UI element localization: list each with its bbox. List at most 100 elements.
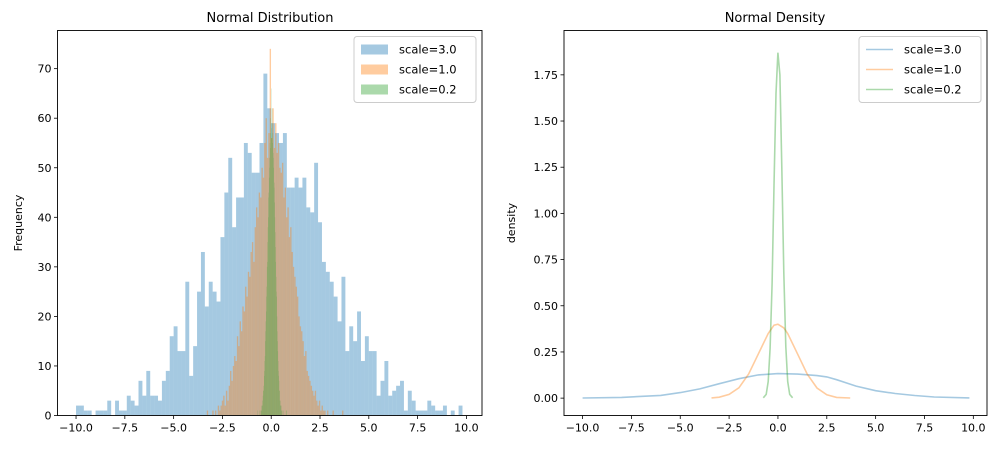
density-axes: Normal Density density −10.0−7.5−5.0−2.5… (505, 11, 987, 435)
y-tick-label: 60 (38, 112, 52, 125)
histogram-bar-scale=1.0 (222, 401, 223, 416)
histogram-bar-scale=1.0 (332, 411, 333, 416)
histogram-bar-scale=3.0 (154, 396, 158, 416)
histogram-bar-scale=3.0 (181, 351, 185, 415)
histogram-bar-scale=3.0 (388, 396, 392, 416)
histogram-bar-scale=1.0 (311, 386, 312, 416)
histogram-bar-scale=3.0 (146, 371, 150, 416)
histogram-bar-scale=1.0 (289, 237, 290, 415)
histogram-bar-scale=1.0 (308, 376, 309, 416)
histogram-bar-scale=3.0 (158, 401, 162, 416)
y-tick-label: 0.75 (534, 254, 559, 267)
x-tick-label: −7.5 (618, 422, 645, 435)
histogram-bar-scale=3.0 (185, 282, 189, 416)
histogram-bar-scale=1.0 (246, 297, 247, 416)
y-tick-label: 20 (38, 310, 52, 323)
density-ylabel: density (505, 202, 518, 243)
histogram-bar-scale=3.0 (345, 351, 349, 415)
histogram-bar-scale=1.0 (229, 386, 230, 416)
histogram-bar-scale=1.0 (307, 371, 308, 416)
histogram-bar-scale=1.0 (297, 297, 298, 416)
histogram-bar-scale=3.0 (142, 396, 146, 416)
histogram-bar-scale=3.0 (416, 411, 420, 416)
histogram-bar-scale=1.0 (279, 168, 280, 416)
histogram-bar-scale=1.0 (290, 227, 291, 415)
plot-area (583, 53, 970, 398)
histogram-bar-scale=1.0 (226, 391, 227, 416)
histogram-bar-scale=1.0 (212, 411, 213, 416)
y-tick-label: 70 (38, 63, 52, 76)
legend-swatch (361, 45, 388, 55)
y-tick-label: 50 (38, 162, 52, 175)
histogram-bar-scale=3.0 (377, 396, 381, 416)
histogram-bar-scale=1.0 (223, 396, 224, 416)
legend-label: scale=3.0 (904, 43, 962, 57)
histogram-bar-scale=1.0 (292, 252, 293, 416)
histogram-bar-scale=3.0 (439, 411, 443, 416)
legend-swatch (361, 65, 388, 75)
density-title: Normal Density (725, 11, 826, 26)
histogram-bar-scale=1.0 (283, 197, 284, 415)
x-tick-label: −10.0 (59, 422, 93, 435)
histogram-bar-scale=3.0 (341, 277, 345, 416)
density-line-scale=1.0 (712, 324, 851, 398)
histogram-bar-scale=3.0 (197, 292, 201, 416)
histogram-bar-scale=1.0 (327, 411, 328, 416)
histogram-bar-scale=1.0 (302, 341, 303, 415)
x-tick-label: 5.0 (867, 422, 885, 435)
x-tick-label: 7.5 (916, 422, 934, 435)
histogram-bar-scale=1.0 (263, 178, 264, 416)
histogram-bar-scale=1.0 (304, 356, 305, 415)
y-tick-label: 0.50 (534, 300, 559, 313)
histogram-bar-scale=3.0 (205, 306, 209, 415)
x-tick-label: 0.0 (262, 422, 280, 435)
histogram-bar-scale=1.0 (257, 217, 258, 415)
histogram-bar-scale=1.0 (237, 336, 238, 415)
histogram-bar-scale=1.0 (316, 401, 317, 416)
histogram-bar-scale=3.0 (119, 411, 123, 416)
histogram-bar-scale=1.0 (220, 406, 221, 416)
histogram-bar-scale=1.0 (296, 287, 297, 416)
histogram-bar-scale=1.0 (298, 316, 299, 415)
x-tick-label: 10.0 (961, 422, 986, 435)
histogram-bar-scale=1.0 (301, 331, 302, 415)
histogram-bar-scale=3.0 (314, 163, 318, 416)
histogram-bar-scale=1.0 (287, 207, 288, 415)
histogram-bar-scale=1.0 (309, 381, 310, 416)
x-tick-label: −5.0 (667, 422, 694, 435)
histogram-bar-scale=3.0 (115, 401, 119, 416)
histogram-bar-scale=3.0 (373, 351, 377, 415)
x-tick-label: −10.0 (566, 422, 600, 435)
x-tick-label: 2.5 (311, 422, 329, 435)
histogram-bar-scale=3.0 (107, 401, 111, 416)
histogram-bar-scale=1.0 (215, 411, 216, 416)
histogram-bar-scale=1.0 (322, 406, 323, 416)
histogram-bar-scale=3.0 (330, 282, 334, 416)
histogram-bar-scale=3.0 (310, 212, 314, 415)
histogram-bar-scale=1.0 (259, 193, 260, 416)
y-tick-label: 30 (38, 261, 52, 274)
histogram-bar-scale=3.0 (178, 351, 182, 415)
histogram-bar-scale=1.0 (342, 411, 343, 416)
histogram-bar-scale=1.0 (256, 207, 257, 415)
histogram-bar-scale=3.0 (220, 237, 224, 415)
histogram-bar-scale=3.0 (213, 292, 217, 416)
histogram-bar-scale=3.0 (123, 411, 127, 416)
histogram-bar-scale=3.0 (365, 336, 369, 415)
histogram-bar-scale=1.0 (261, 168, 262, 416)
histogram-bar-scale=1.0 (251, 252, 252, 416)
histogram-bar-scale=3.0 (334, 297, 338, 416)
y-tick-label: 0 (45, 410, 52, 423)
histogram-bar-scale=3.0 (357, 311, 361, 415)
histogram-title: Normal Distribution (206, 11, 333, 26)
histogram-bar-scale=3.0 (96, 411, 100, 416)
histogram-bar-scale=3.0 (392, 391, 396, 416)
histogram-bar-scale=1.0 (231, 381, 232, 416)
histogram-bar-scale=3.0 (431, 406, 435, 416)
legend-label: scale=1.0 (399, 63, 457, 77)
histogram-bar-scale=1.0 (255, 227, 256, 415)
histogram-bar-scale=1.0 (300, 326, 301, 415)
histogram-bar-scale=1.0 (248, 272, 249, 416)
x-tick-label: 7.5 (409, 422, 427, 435)
